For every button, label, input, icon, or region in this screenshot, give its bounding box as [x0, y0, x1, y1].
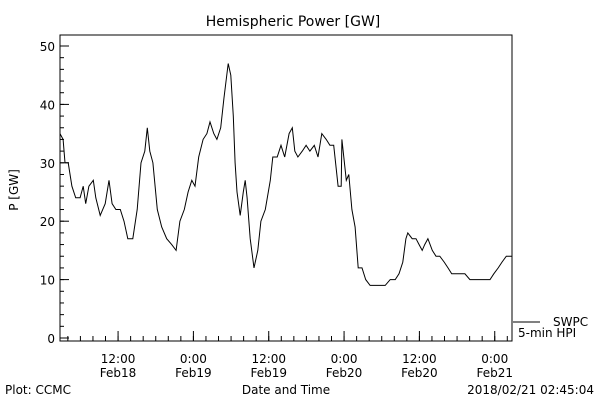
x-tick-time-label: 12:00	[251, 352, 286, 366]
footer-plot-credit: Plot: CCMC	[5, 383, 71, 397]
hpi-series-line	[59, 63, 512, 286]
x-tick-date-label: Feb19	[250, 366, 287, 380]
y-tick-label: 50	[40, 40, 55, 54]
x-tick-time-label: 12:00	[402, 352, 437, 366]
y-axis-ticks: 0 10 20 30 40 50	[40, 40, 69, 346]
y-tick-label: 30	[40, 157, 55, 171]
x-tick-time-label: 0:00	[331, 352, 358, 366]
x-tick-date-label: Feb20	[326, 366, 363, 380]
legend-label: 5-min HPI	[518, 326, 576, 340]
y-tick-label: 10	[40, 274, 55, 288]
y-tick-label: 0	[47, 332, 55, 346]
x-tick-time-label: 0:00	[481, 352, 508, 366]
x-tick-date-label: Feb20	[401, 366, 438, 380]
x-tick-time-label: 0:00	[180, 352, 207, 366]
y-axis-label: P [GW]	[7, 169, 21, 211]
x-axis-label: Date and Time	[242, 383, 330, 397]
x-tick-date-label: Feb21	[476, 366, 513, 380]
x-axis-ticks: 12:00Feb180:00Feb1912:00Feb190:00Feb2012…	[67, 331, 513, 380]
plot-frame	[59, 34, 513, 342]
footer-timestamp: 2018/02/21 02:45:04	[467, 383, 594, 397]
x-tick-date-label: Feb18	[100, 366, 137, 380]
legend-source: SWPC	[553, 315, 588, 329]
chart-title: Hemispheric Power [GW]	[206, 14, 381, 30]
y-tick-label: 20	[40, 215, 55, 229]
x-tick-date-label: Feb19	[175, 366, 212, 380]
y-tick-label: 40	[40, 98, 55, 112]
x-tick-time-label: 12:00	[101, 352, 136, 366]
